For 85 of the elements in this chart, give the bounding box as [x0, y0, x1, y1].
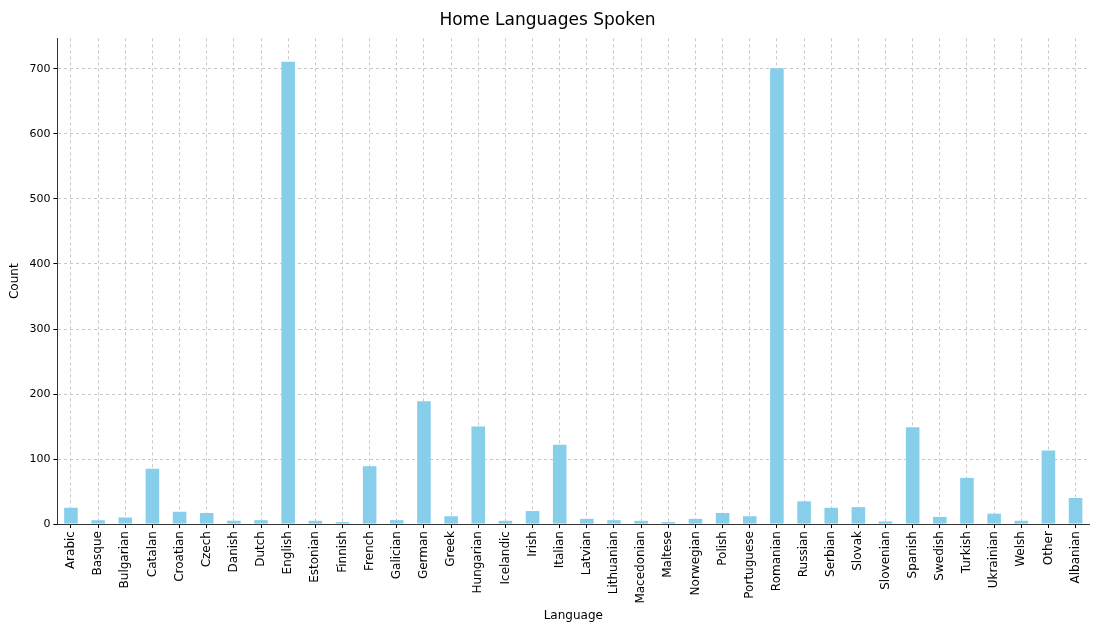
bar — [960, 477, 974, 524]
x-tick-label: Danish — [226, 531, 240, 573]
bar — [715, 513, 730, 524]
bar — [308, 520, 323, 524]
x-tick-label: Greek — [443, 531, 458, 567]
x-tick-label: Other — [1040, 530, 1055, 566]
bar — [254, 520, 268, 524]
bar — [987, 513, 1001, 524]
bar — [471, 426, 486, 524]
bar — [498, 520, 513, 524]
y-tick-label: 700 — [29, 61, 51, 75]
x-tick-label: Catalan — [144, 531, 159, 578]
x-tick-label: Serbian — [823, 531, 838, 577]
bar — [878, 521, 893, 524]
bar — [552, 444, 567, 524]
x-tick-label: Latvian — [578, 531, 593, 576]
x-tick-label: German — [416, 531, 431, 580]
x-tick-label: French — [361, 531, 376, 571]
x-tick-label: Macedonian — [633, 531, 648, 604]
x-tick-label: Slovak — [850, 531, 865, 571]
x-tick-label: Maltese — [660, 531, 675, 578]
bar — [580, 518, 594, 524]
x-tick-label: English — [280, 531, 295, 575]
x-axis-title: Language — [543, 607, 603, 622]
bar — [851, 507, 866, 524]
bar — [1068, 498, 1083, 524]
y-tick-label: 200 — [29, 386, 51, 400]
x-tick-label: Slovenian — [877, 531, 892, 590]
x-tick-label: Russian — [796, 531, 811, 578]
x-tick-label: Galician — [388, 531, 403, 580]
bar — [227, 520, 241, 524]
x-tick-label: Bulgarian — [117, 531, 132, 589]
x-tick-label: Polish — [714, 531, 729, 566]
bar — [525, 511, 540, 524]
bar — [770, 68, 784, 524]
bar — [145, 468, 160, 524]
bar — [281, 61, 295, 524]
chart-title: Home Languages Spoken — [439, 8, 656, 29]
bar — [797, 501, 811, 524]
y-tick-label: 0 — [43, 516, 51, 530]
x-tick-label: Irish — [524, 531, 539, 557]
bar — [1014, 520, 1029, 524]
x-tick-label: Albanian — [1067, 531, 1082, 584]
bar — [417, 401, 431, 524]
x-tick-label: Turkish — [959, 531, 974, 575]
x-tick-label: Hungarian — [470, 531, 485, 594]
bar — [905, 427, 920, 524]
bar — [444, 516, 458, 524]
y-tick-label: 100 — [29, 451, 51, 465]
x-tick-label: Dutch — [253, 531, 268, 567]
x-tick-label: Welsh — [1013, 531, 1028, 567]
y-axis-title: Count — [7, 263, 22, 300]
x-tick-label: Portuguese — [741, 531, 756, 599]
x-tick-label: Finnish — [334, 531, 349, 573]
bar — [742, 516, 757, 524]
x-tick-label: Ukrainian — [986, 531, 1001, 589]
x-tick-label: Czech — [198, 531, 213, 568]
y-tick-label: 500 — [29, 191, 51, 205]
x-tick-label: Lithuanian — [606, 531, 621, 595]
x-tick-label: Romanian — [769, 531, 784, 592]
x-tick-label: Norwegian — [687, 531, 702, 596]
y-tick-label: 300 — [29, 321, 51, 335]
bar — [118, 517, 133, 524]
bar — [634, 520, 648, 524]
x-tick-label: Swedish — [931, 531, 946, 581]
x-tick-label: Italian — [551, 531, 566, 569]
bar — [91, 520, 105, 524]
bar — [199, 513, 214, 524]
x-tick-label: Spanish — [904, 531, 919, 579]
x-tick-label: Basque — [90, 531, 105, 576]
bar — [933, 516, 947, 524]
bar — [64, 507, 78, 524]
x-tick-label: Icelandic — [497, 531, 512, 585]
bar — [1041, 450, 1056, 524]
y-tick-label: 400 — [29, 256, 51, 270]
bar — [824, 507, 838, 524]
bar — [172, 511, 187, 524]
bar — [362, 466, 377, 524]
x-tick-label: Estonian — [307, 531, 322, 583]
bar — [607, 520, 621, 524]
y-tick-label: 600 — [29, 126, 51, 140]
bar — [390, 520, 404, 524]
x-tick-label: Croatian — [171, 531, 186, 582]
x-tick-label: Arabic — [63, 531, 78, 570]
bar — [688, 518, 703, 524]
